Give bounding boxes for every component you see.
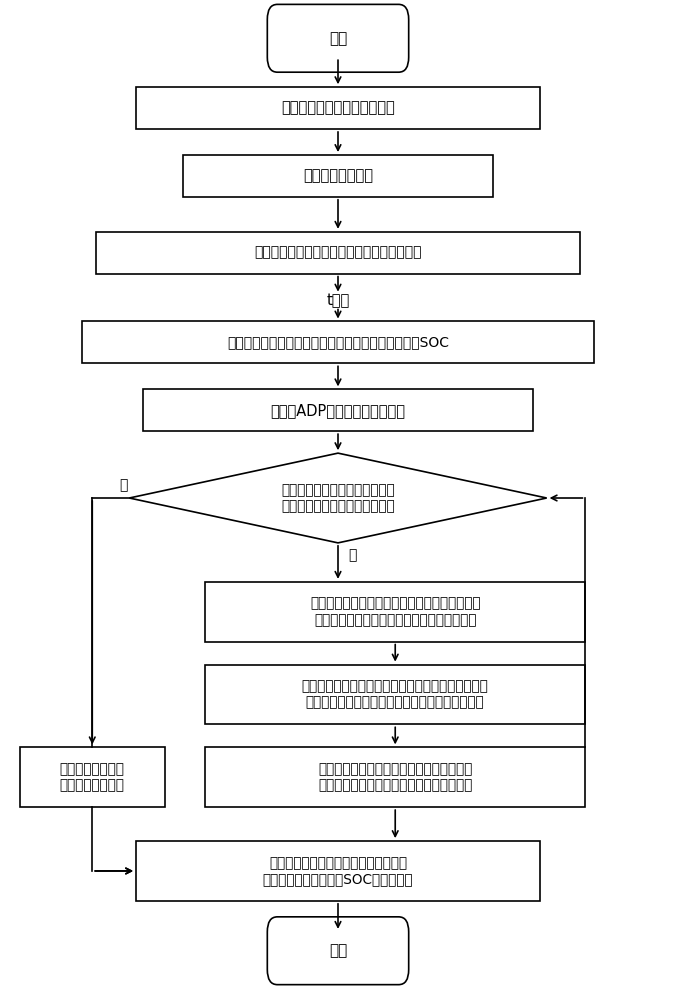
Text: 判断下一时刻风储功率波动率的
范围是否在限制值和目标值之间: 判断下一时刻风储功率波动率的 范围是否在限制值和目标值之间 (281, 483, 395, 513)
Text: 是: 是 (119, 478, 128, 492)
FancyBboxPatch shape (267, 4, 409, 72)
FancyBboxPatch shape (136, 87, 540, 129)
Text: 将被控对象状态和控制策略作为评价网络的输入，更
新评价网络的权值，训练评价网络，输出代价函数: 将被控对象状态和控制策略作为评价网络的输入，更 新评价网络的权值，训练评价网络，… (301, 679, 489, 710)
Text: 储能系统不动作，
储能功率保持不变: 储能系统不动作， 储能功率保持不变 (59, 762, 125, 792)
Text: 结束: 结束 (329, 943, 347, 958)
FancyBboxPatch shape (143, 389, 533, 431)
FancyBboxPatch shape (267, 917, 409, 985)
Text: 否: 否 (348, 548, 356, 562)
FancyBboxPatch shape (205, 665, 585, 724)
Text: 将被控对象状态作为动作网络的输入，训练动作
网络，更新动作网络的权值，输出为控制策略: 将被控对象状态作为动作网络的输入，训练动作 网络，更新动作网络的权值，输出为控制… (310, 597, 481, 627)
FancyBboxPatch shape (205, 582, 585, 642)
Text: 根据变化率控制方法对原始风电数据进行平滑: 根据变化率控制方法对原始风电数据进行平滑 (254, 246, 422, 260)
Text: 保存当前时刻的控制策略，计算修正后的风
储功率波动率，计算下一时刻被控对象状态: 保存当前时刻的控制策略，计算修正后的风 储功率波动率，计算下一时刻被控对象状态 (318, 762, 473, 792)
FancyBboxPatch shape (183, 155, 493, 197)
Text: 输出各时刻的控制策略，平滑后的风储
功率波动率，储能系统SOC和储能功率: 输出各时刻的控制策略，平滑后的风储 功率波动率，储能系统SOC和储能功率 (263, 856, 413, 886)
Text: t时刻: t时刻 (327, 293, 349, 308)
FancyBboxPatch shape (20, 747, 165, 807)
Text: 设置控制目标参数: 设置控制目标参数 (303, 168, 373, 183)
Text: 设置评价网络和执行网络参数: 设置评价网络和执行网络参数 (281, 101, 395, 116)
Text: 开始: 开始 (329, 31, 347, 46)
Text: 计算当前时刻的风储功率波动率以及储能系统功率、SOC: 计算当前时刻的风储功率波动率以及储能系统功率、SOC (227, 335, 449, 349)
FancyBboxPatch shape (82, 321, 594, 363)
FancyBboxPatch shape (95, 232, 581, 274)
Polygon shape (129, 453, 547, 543)
FancyBboxPatch shape (136, 841, 540, 901)
Text: 初始化ADP评价网络和执行网络: 初始化ADP评价网络和执行网络 (270, 403, 406, 418)
FancyBboxPatch shape (205, 747, 585, 807)
